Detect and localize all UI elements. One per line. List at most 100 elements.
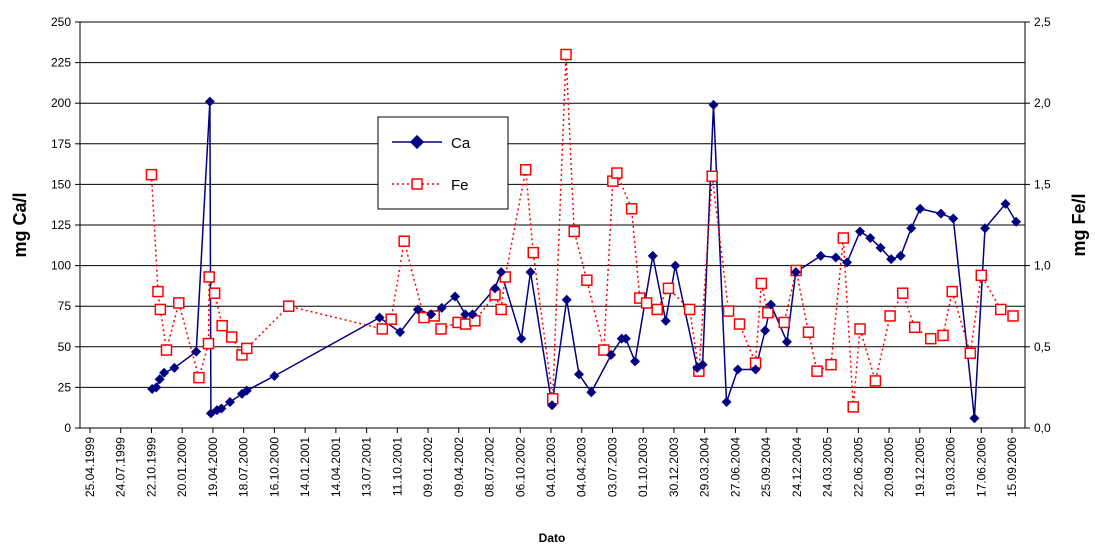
- ca-data-point: [1000, 198, 1011, 209]
- ca-data-point: [525, 267, 536, 278]
- x-axis-tick-label: 08.07.2002: [483, 437, 497, 497]
- fe-data-point: [975, 269, 988, 282]
- left-axis-tick-labels: 0 25 50 75 100 125 150 175 200 225 250: [51, 15, 71, 435]
- ca-data-point: [460, 309, 471, 320]
- ca-data-point: [875, 242, 886, 253]
- ca-data-point: [574, 369, 585, 380]
- ca-data-point: [886, 254, 897, 265]
- legend-fe-marker: [411, 178, 423, 190]
- fe-data-point: [216, 319, 228, 332]
- ca-data-point: [269, 371, 280, 382]
- x-axis-tick-label: 24.03.2005: [821, 437, 835, 497]
- ca-data-point: [830, 252, 841, 263]
- ca-data-point: [450, 291, 461, 302]
- x-axis-tick-label: 30.12.2003: [667, 437, 681, 497]
- right-axis-tick-label: 0,0: [1034, 421, 1051, 435]
- ca-data-point: [721, 397, 732, 408]
- fe-data-point: [611, 167, 623, 179]
- x-axis-tick-label: 14.01.2001: [298, 437, 312, 497]
- left-axis-tick-label: 150: [51, 177, 71, 191]
- fe-data-point: [519, 164, 532, 176]
- fe-data-point: [869, 375, 882, 387]
- ca-data-point: [781, 336, 792, 347]
- series-markers: [145, 48, 1022, 424]
- x-axis-tick-label: 20.09.2005: [882, 437, 896, 497]
- fe-data-point: [937, 329, 949, 342]
- ca-data-point: [815, 250, 826, 261]
- ca-data-point: [750, 364, 761, 375]
- fe-data-point: [203, 271, 215, 283]
- fe-data-point: [208, 287, 221, 299]
- left-axis-tick-label: 225: [51, 56, 71, 70]
- fe-data-point: [225, 331, 238, 343]
- fe-data-point: [706, 170, 718, 183]
- ca-data-point: [842, 257, 853, 268]
- fe-data-point: [662, 282, 675, 295]
- right-axis-tick-label: 0,5: [1034, 340, 1051, 354]
- legend-box: [377, 116, 509, 210]
- x-axis-tick-label: 22.10.1999: [144, 437, 158, 497]
- fe-data-point: [854, 323, 866, 335]
- x-axis-tick-label: 19.12.2005: [913, 437, 927, 497]
- x-axis-tick-labels: 25.04.1999 24.07.1999 22.10.1999 20.01.2000…: [83, 437, 1019, 497]
- ca-data-point: [630, 356, 641, 367]
- x-axis-tick-label: 11.10.2001: [390, 437, 404, 496]
- left-axis-tick-label: 250: [51, 15, 71, 29]
- axes: [75, 21, 1030, 433]
- ca-data-point: [547, 400, 558, 411]
- ca-data-point: [732, 364, 743, 375]
- ca-data-point: [865, 232, 876, 243]
- fe-data-point: [160, 344, 173, 356]
- ca-data-point: [216, 403, 227, 414]
- ca-data-point: [708, 99, 719, 110]
- ca-data-point: [915, 203, 926, 214]
- fe-data-point: [202, 337, 215, 350]
- fe-data-point: [762, 306, 774, 319]
- x-axis-tick-label: 06.10.2002: [513, 437, 527, 497]
- x-axis-tick-label: 25.04.1999: [83, 437, 97, 497]
- ca-data-point: [935, 208, 946, 219]
- fe-data-point: [581, 274, 593, 286]
- ca-data-point: [620, 333, 631, 344]
- left-axis-tick-label: 175: [51, 137, 71, 151]
- x-axis-tick-label: 24.12.2004: [790, 437, 804, 497]
- ca-data-point: [855, 226, 866, 237]
- ca-data-point: [151, 382, 162, 393]
- fe-data-point: [802, 326, 815, 338]
- ca-data-point: [241, 385, 252, 396]
- gridlines: [80, 21, 1025, 388]
- left-axis-tick-label: 200: [51, 96, 71, 110]
- ca-data-point: [790, 267, 801, 278]
- ca-data-point: [489, 283, 500, 294]
- x-axis-tick-label: 09.04.2002: [452, 437, 466, 497]
- right-axis-tick-labels: 0,0 0,5 1,0 1,5 2,0 2,5: [1034, 15, 1051, 435]
- x-axis-tick-label: 18.07.2000: [237, 437, 251, 497]
- x-axis-tick-label: 03.07.2003: [605, 437, 619, 497]
- fe-data-point: [282, 300, 295, 312]
- ca-data-point: [426, 309, 437, 320]
- left-axis-tick-label: 0: [64, 421, 71, 435]
- fe-data-point: [837, 232, 850, 244]
- ca-data-point: [969, 413, 980, 424]
- ca-data-point: [697, 359, 708, 370]
- ca-data-point: [154, 374, 165, 385]
- fe-data-point: [733, 318, 746, 330]
- x-axis-tick-label: 16.10.2000: [267, 437, 281, 497]
- ca-data-point: [895, 250, 906, 261]
- ca-data-point: [948, 213, 959, 224]
- x-axis-tick-label: 17.06.2006: [974, 437, 988, 497]
- x-axis-tick-label: 19.03.2006: [944, 437, 958, 497]
- fe-data-point: [527, 246, 539, 259]
- ca-data-point: [670, 260, 681, 271]
- right-axis-tick-label: 2,0: [1034, 96, 1051, 110]
- right-axis-tick-label: 1,5: [1034, 177, 1051, 191]
- fe-data-point: [994, 303, 1007, 316]
- fe-data-point: [651, 303, 663, 316]
- left-axis-tick-label: 75: [58, 299, 72, 313]
- right-axis-title: mg Fe/l: [1069, 193, 1089, 256]
- fe-data-point: [847, 401, 859, 413]
- ca-data-point: [204, 96, 215, 107]
- x-axis-tick-label: 04.04.2003: [575, 437, 589, 497]
- fe-data-point: [946, 285, 958, 298]
